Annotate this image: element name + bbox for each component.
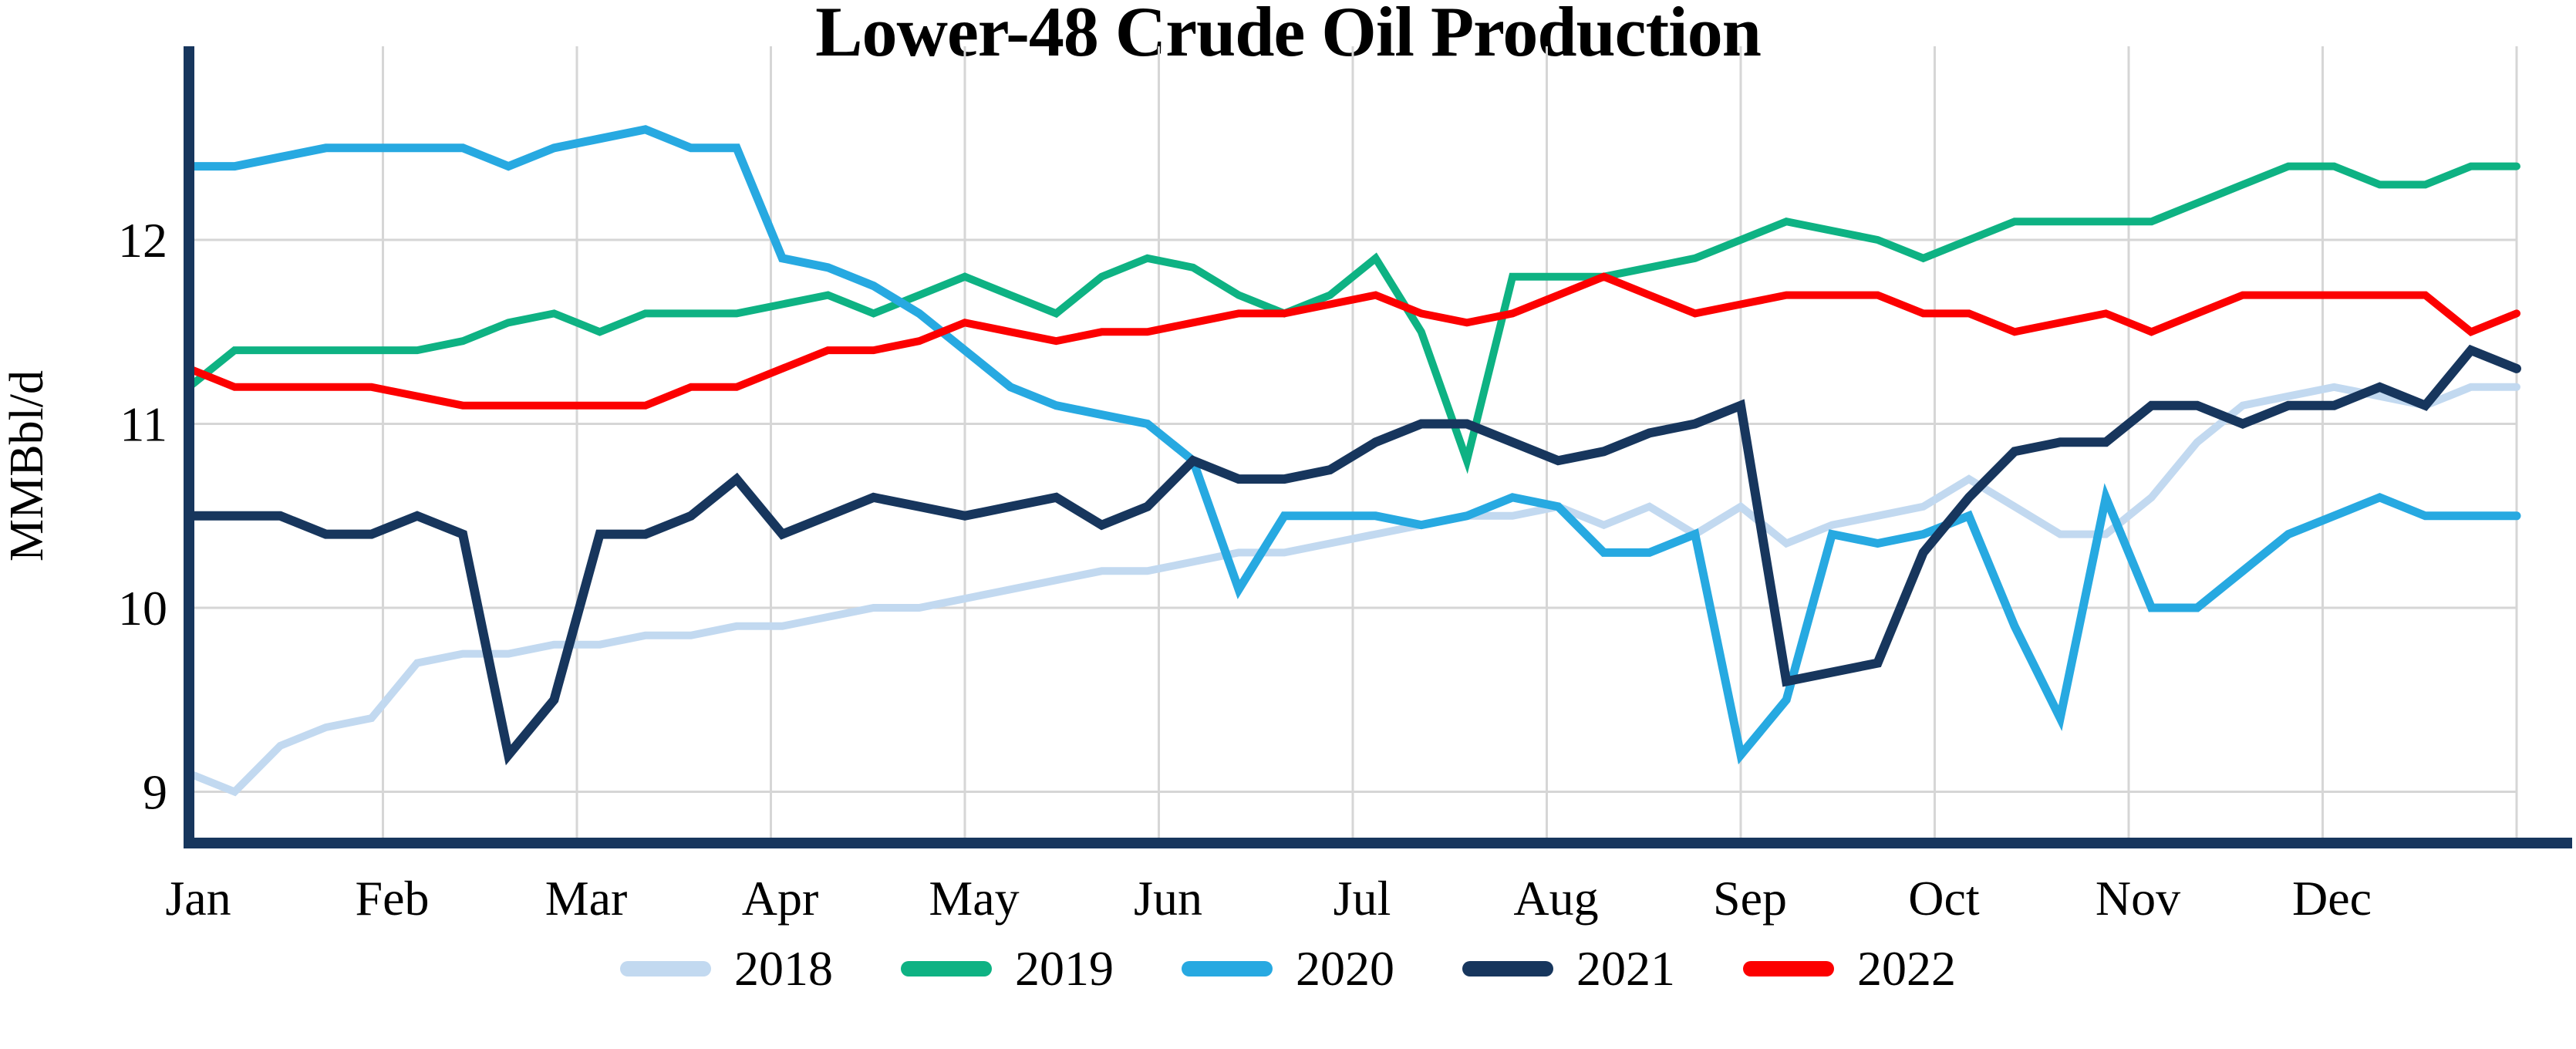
x-tick-label: Apr — [742, 871, 819, 926]
series-line-2018 — [185, 383, 2520, 797]
series-line-2022 — [185, 272, 2520, 410]
x-tick-label: Nov — [2096, 871, 2180, 926]
legend-swatch-2020 — [1182, 961, 1273, 976]
y-tick-label: 10 — [118, 581, 167, 636]
legend-item-2022: 2022 — [1743, 944, 1956, 993]
legend-item-2019: 2019 — [901, 944, 1114, 993]
legend-item-2018: 2018 — [620, 944, 833, 993]
legend-swatch-2021 — [1462, 961, 1553, 976]
legend-swatch-2019 — [901, 961, 992, 976]
x-tick-label: Mar — [545, 871, 628, 926]
x-tick-label: Jul — [1334, 871, 1391, 926]
legend-label-2020: 2020 — [1296, 941, 1394, 996]
y-tick-label: 11 — [120, 397, 167, 452]
legend-item-2020: 2020 — [1182, 944, 1394, 993]
x-tick-label: Jun — [1134, 871, 1202, 926]
y-tick-label: 12 — [118, 213, 167, 268]
legend-item-2021: 2021 — [1462, 944, 1675, 993]
legend-label-2021: 2021 — [1576, 941, 1675, 996]
x-tick-label: May — [929, 871, 1019, 926]
chart-title: Lower-48 Crude Oil Production — [815, 0, 1762, 71]
series-line-2020 — [184, 125, 2521, 765]
legend-swatch-2022 — [1743, 961, 1834, 976]
legend-label-2018: 2018 — [734, 941, 833, 996]
x-tick-label: Sep — [1713, 871, 1787, 926]
x-tick-label: Jan — [165, 871, 231, 926]
x-tick-label: Oct — [1908, 871, 1980, 926]
series-line-2021 — [184, 344, 2521, 766]
y-tick-label: 9 — [143, 765, 167, 820]
legend-label-2019: 2019 — [1015, 941, 1114, 996]
series-line-2019 — [185, 162, 2520, 474]
x-tick-label: Dec — [2292, 871, 2372, 926]
chart-legend: 2018 2019 2020 2021 2022 — [0, 944, 2576, 993]
x-tick-label: Aug — [1513, 871, 1598, 926]
legend-swatch-2018 — [620, 961, 711, 976]
legend-label-2022: 2022 — [1857, 941, 1956, 996]
x-tick-label: Feb — [356, 871, 430, 926]
